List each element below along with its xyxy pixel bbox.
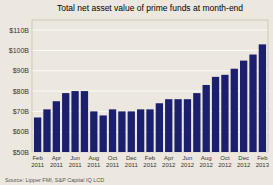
x-tick-label: Feb2011 <box>31 155 45 168</box>
chart: Total net asset value of prime funds at … <box>0 0 273 185</box>
x-tick-label: Aug2011 <box>87 155 101 168</box>
bar <box>259 44 266 152</box>
x-tick-label-line: 2012 <box>181 162 195 168</box>
bar <box>100 115 107 152</box>
bar <box>165 99 172 152</box>
bar <box>53 101 60 152</box>
bar <box>193 93 200 152</box>
x-tick-label-line: Aug <box>201 155 212 161</box>
bar <box>62 93 69 152</box>
x-tick-label-line: Apr <box>164 155 173 161</box>
grid <box>32 30 268 152</box>
x-tick-label-line: 2012 <box>200 162 214 168</box>
bar <box>90 111 97 152</box>
x-tick-label-line: Jun <box>70 155 80 161</box>
y-tick-label: $90B <box>13 67 30 74</box>
x-tick-label: Aug2012 <box>200 155 214 168</box>
y-tick-label: $70B <box>13 108 30 115</box>
x-tick-label-line: 2011 <box>106 162 120 168</box>
x-tick-label-line: 2012 <box>237 162 251 168</box>
x-tick-label-line: 2012 <box>218 162 232 168</box>
x-tick-label-line: 2013 <box>256 162 270 168</box>
bar <box>109 109 116 152</box>
x-tick-label: Dec2012 <box>237 155 251 168</box>
bar <box>203 85 210 152</box>
x-tick-label: Feb2012 <box>143 155 157 168</box>
x-tick-label-line: Dec <box>238 155 249 161</box>
bars <box>34 44 266 152</box>
x-tick-label-line: Jun <box>183 155 193 161</box>
x-tick-label: Apr2011 <box>50 155 64 168</box>
bar <box>118 111 125 152</box>
bar <box>128 111 135 152</box>
x-tick-label: Jun2011 <box>69 155 83 168</box>
bar <box>156 103 163 152</box>
title: Total net asset value of prime funds at … <box>57 3 243 13</box>
x-tick-label-line: Dec <box>126 155 137 161</box>
x-tick-label: Apr2012 <box>162 155 176 168</box>
x-tick-label-line: 2011 <box>87 162 101 168</box>
bar <box>231 69 238 152</box>
x-tick-label: Jun2012 <box>181 155 195 168</box>
plot-frame <box>32 20 268 152</box>
x-tick-label-line: Oct <box>220 155 230 161</box>
x-tick-label-line: 2012 <box>143 162 157 168</box>
x-tick-label-line: 2012 <box>162 162 176 168</box>
y-tick-label: $50B <box>13 149 30 156</box>
x-tick-label-line: 2011 <box>69 162 83 168</box>
bar <box>81 91 88 152</box>
x-tick-label-line: Feb <box>32 155 43 161</box>
x-tick-label-line: Oct <box>108 155 118 161</box>
x-tick-label-line: 2011 <box>31 162 45 168</box>
bar <box>249 55 256 152</box>
source-note: Source: Lipper FMI, S&P Capital IQ LCD <box>5 177 104 183</box>
x-tick-label: Feb2013 <box>256 155 270 168</box>
x-tick-label: Oct2012 <box>218 155 232 168</box>
bar <box>212 77 219 152</box>
x-tick-label-line: Aug <box>88 155 99 161</box>
grid-line <box>32 30 268 31</box>
bar <box>34 117 41 152</box>
bar <box>184 99 191 152</box>
grid-line <box>32 50 268 51</box>
y-tick-label: $110B <box>9 27 29 34</box>
x-tick-label-line: Apr <box>52 155 61 161</box>
x-tick-label-line: 2011 <box>125 162 139 168</box>
bar <box>174 99 181 152</box>
x-tick-label-line: 2011 <box>50 162 64 168</box>
y-tick-label: $100B <box>9 47 30 54</box>
x-tick-label-line: Feb <box>257 155 268 161</box>
y-tick-label: $80B <box>13 88 30 95</box>
bar <box>221 75 228 152</box>
bar <box>146 109 153 152</box>
bar <box>71 91 78 152</box>
bar <box>43 109 50 152</box>
x-tick-label: Oct2011 <box>106 155 120 168</box>
x-tick-label-line: Feb <box>145 155 156 161</box>
y-tick-label: $60B <box>13 128 30 135</box>
bar <box>240 61 247 152</box>
x-tick-label: Dec2011 <box>125 155 139 168</box>
bar <box>137 109 144 152</box>
